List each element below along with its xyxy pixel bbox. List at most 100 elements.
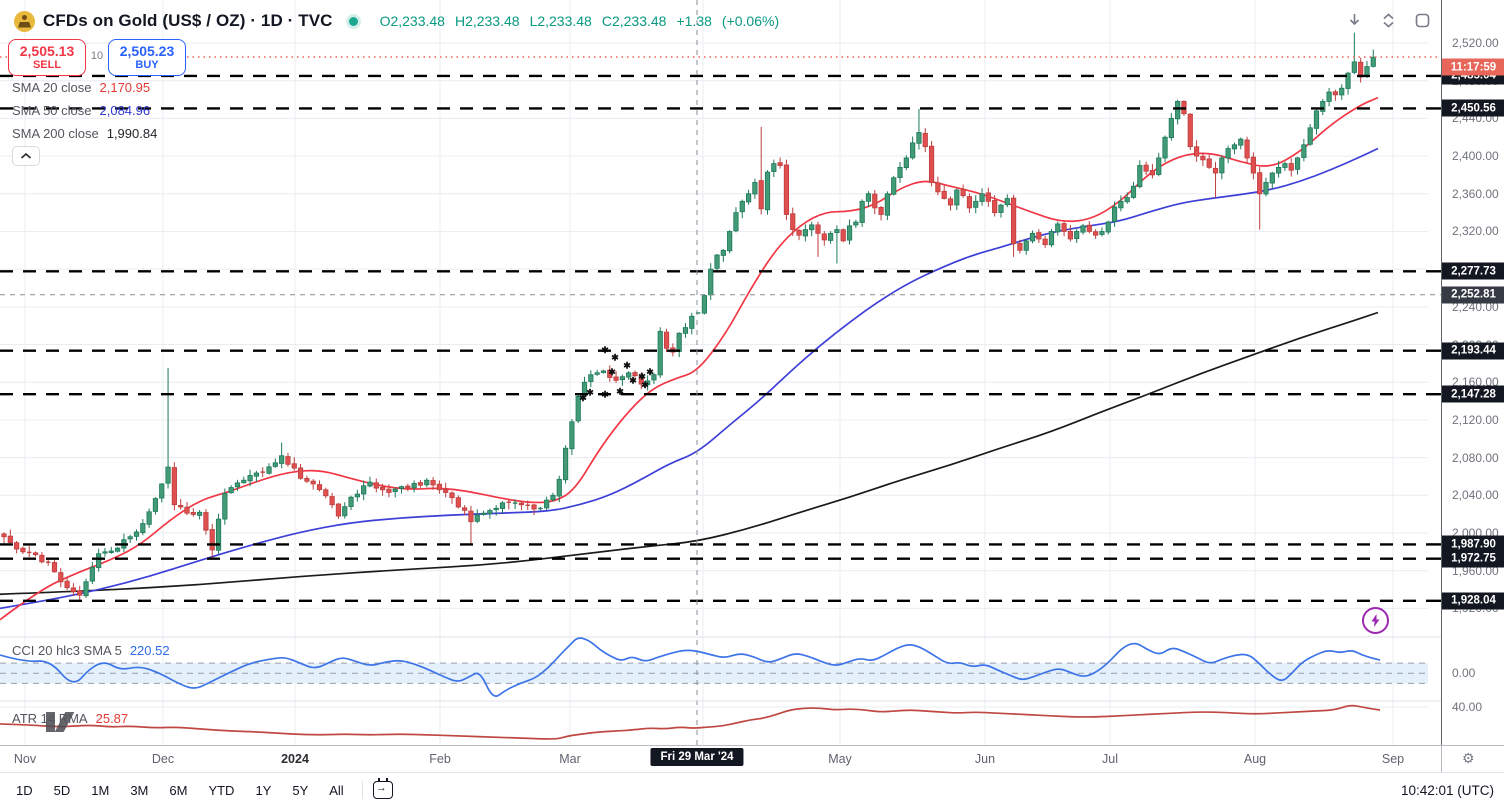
month-label: Jun bbox=[974, 752, 996, 766]
svg-text:✱: ✱ bbox=[646, 367, 654, 377]
legend-item-cci[interactable]: CCI 20 hlc3 SMA 5 220.52 bbox=[12, 643, 170, 658]
axis-tick-label: 2,400.00 bbox=[1452, 149, 1499, 164]
atr-value: 25.87 bbox=[95, 711, 129, 726]
time-axis[interactable]: Fri 29 Mar '24 ⚙ Nov Dec 2024 Feb Mar May Jun J… bbox=[0, 745, 1504, 773]
price-level-badge: 2,277.73 bbox=[1442, 262, 1504, 280]
sma50-label: SMA 50 close bbox=[12, 103, 92, 118]
price-level-badge: 2,147.28 bbox=[1442, 385, 1504, 403]
ohlc-change: +1.38 bbox=[676, 13, 712, 29]
download-icon[interactable] bbox=[1342, 8, 1366, 32]
main-chart[interactable]: ✱✱✱✱✱✱✱✱✱✱✱✱ bbox=[0, 0, 1441, 745]
axis-tick-label: 2,040.00 bbox=[1452, 488, 1499, 503]
gold-symbol-icon bbox=[14, 10, 35, 32]
tradingview-watermark-icon bbox=[36, 710, 80, 734]
range-button-5y[interactable]: 5Y bbox=[292, 782, 309, 798]
clock-utc[interactable]: 10:42:01 (UTC) bbox=[1400, 782, 1494, 798]
sma50-value: 2,084.96 bbox=[99, 103, 151, 118]
symbol-header: CFDs on Gold (US$ / OZ) · 1D · TVC O2,23… bbox=[14, 8, 779, 34]
chart-header-tools bbox=[1342, 8, 1434, 32]
price-level-badge: 2,450.56 bbox=[1442, 99, 1504, 117]
ohlc-close: C2,233.48 bbox=[601, 13, 667, 29]
month-label: 2024 bbox=[281, 752, 309, 766]
price-level-badge: 1,987.90 bbox=[1442, 535, 1504, 553]
svg-text:✱: ✱ bbox=[629, 375, 637, 385]
sell-button[interactable]: 2,505.13 SELL bbox=[8, 39, 86, 76]
lightning-icon bbox=[1371, 614, 1380, 627]
legend-item-atr[interactable]: ATR 14 RMA 25.87 bbox=[12, 711, 128, 726]
cci-value: 220.52 bbox=[129, 643, 170, 658]
sma200-label: SMA 200 close bbox=[12, 126, 99, 141]
ohlc-change-pct: (+0.06%) bbox=[721, 13, 780, 29]
price-level-badge: 2,193.44 bbox=[1442, 342, 1504, 360]
month-label: Aug bbox=[1243, 752, 1267, 766]
range-buttons: 1D 5D 1M 3M 6M YTD 1Y 5Y All bbox=[0, 779, 352, 802]
svg-text:✱: ✱ bbox=[641, 380, 649, 390]
month-label: Jul bbox=[1102, 752, 1118, 766]
month-label: Dec bbox=[151, 752, 175, 766]
range-button-1m[interactable]: 1M bbox=[91, 782, 110, 798]
sell-label: SELL bbox=[32, 59, 62, 72]
spread-value: 10 bbox=[88, 50, 106, 62]
price-level-badge: 1,928.04 bbox=[1442, 592, 1504, 610]
ohlc-readout: O2,233.48 H2,233.48 L2,233.48 C2,233.48 … bbox=[380, 13, 780, 29]
axis-separator bbox=[1441, 746, 1442, 773]
market-open-icon bbox=[348, 16, 358, 26]
range-button-3m[interactable]: 3M bbox=[130, 782, 149, 798]
price-level-badge: 1,972.75 bbox=[1442, 550, 1504, 568]
sma20-label: SMA 20 close bbox=[12, 80, 92, 95]
svg-text:✱: ✱ bbox=[638, 372, 646, 382]
range-button-6m[interactable]: 6M bbox=[169, 782, 188, 798]
range-button-all[interactable]: All bbox=[329, 782, 344, 798]
axis-tick-label: 2,080.00 bbox=[1452, 450, 1499, 465]
atr-label: ATR 14 RMA bbox=[12, 711, 88, 726]
range-button-1y[interactable]: 1Y bbox=[255, 782, 272, 798]
ohlc-high: H2,233.48 bbox=[454, 13, 520, 29]
ohlc-low: L2,233.48 bbox=[529, 13, 592, 29]
go-to-date-icon[interactable]: → bbox=[372, 778, 393, 799]
legend-item-sma20[interactable]: SMA 20 close 2,170.95 bbox=[12, 80, 150, 95]
sma200-value: 1,990.84 bbox=[106, 126, 158, 141]
month-label: May bbox=[828, 752, 852, 766]
collapse-panes-icon[interactable] bbox=[1376, 8, 1400, 32]
sma20-value: 2,170.95 bbox=[99, 80, 151, 95]
legend-collapse-button[interactable] bbox=[12, 146, 40, 166]
symbol-title[interactable]: CFDs on Gold (US$ / OZ) · 1D · TVC bbox=[43, 11, 333, 30]
range-button-ytd[interactable]: YTD bbox=[208, 782, 235, 798]
instant-trading-button[interactable] bbox=[1362, 607, 1389, 634]
axis-tick-label: 2,320.00 bbox=[1452, 224, 1499, 239]
crosshair-date-badge: Fri 29 Mar '24 bbox=[650, 748, 744, 766]
legend-item-sma200[interactable]: SMA 200 close 1,990.84 bbox=[12, 126, 157, 141]
bottom-toolbar: 1D 5D 1M 3M 6M YTD 1Y 5Y All → 10:42:01 (UTC) bbox=[0, 772, 1504, 807]
atr-grid-tick-label: 40.00 bbox=[1452, 700, 1483, 714]
svg-text:✱: ✱ bbox=[611, 353, 619, 363]
sell-price: 2,505.13 bbox=[19, 43, 75, 60]
svg-text:✱: ✱ bbox=[623, 360, 631, 370]
chevron-up-icon bbox=[20, 152, 32, 159]
svg-text:✱: ✱ bbox=[608, 367, 616, 377]
month-label: Feb bbox=[429, 752, 451, 766]
buy-price: 2,505.23 bbox=[119, 43, 175, 60]
axis-tick-label: 2,240.00 bbox=[1452, 299, 1499, 314]
ohlc-open: O2,233.48 bbox=[379, 13, 445, 29]
axis-tick-label: 2,120.00 bbox=[1452, 412, 1499, 427]
gear-icon[interactable]: ⚙ bbox=[1462, 750, 1475, 766]
buy-label: BUY bbox=[135, 59, 159, 72]
price-axis[interactable]: 2,520.002,480.002,440.002,400.002,360.00… bbox=[1441, 0, 1504, 745]
month-label: Sep bbox=[1381, 752, 1405, 766]
axis-tick-label: 1,960.00 bbox=[1452, 563, 1499, 578]
bar-countdown-badge: 11:17:59 bbox=[1442, 58, 1504, 76]
crosshair-price-badge: 2,252.81 bbox=[1442, 286, 1504, 304]
axis-tick-label: 2,520.00 bbox=[1452, 36, 1499, 50]
toolbar-divider bbox=[361, 781, 363, 799]
range-button-5d[interactable]: 5D bbox=[53, 782, 71, 798]
cci-label: CCI 20 hlc3 SMA 5 bbox=[12, 643, 122, 658]
axis-tick-label: 2,360.00 bbox=[1452, 186, 1499, 201]
month-label: Nov bbox=[13, 752, 37, 766]
fullscreen-icon[interactable] bbox=[1410, 8, 1434, 32]
cci-zero-tick-label: 0.00 bbox=[1452, 666, 1476, 681]
buy-button[interactable]: 2,505.23 BUY bbox=[108, 39, 186, 76]
legend-item-sma50[interactable]: SMA 50 close 2,084.96 bbox=[12, 103, 150, 118]
range-button-1d[interactable]: 1D bbox=[16, 782, 33, 798]
svg-text:✱: ✱ bbox=[586, 388, 594, 398]
svg-text:✱: ✱ bbox=[616, 387, 624, 397]
